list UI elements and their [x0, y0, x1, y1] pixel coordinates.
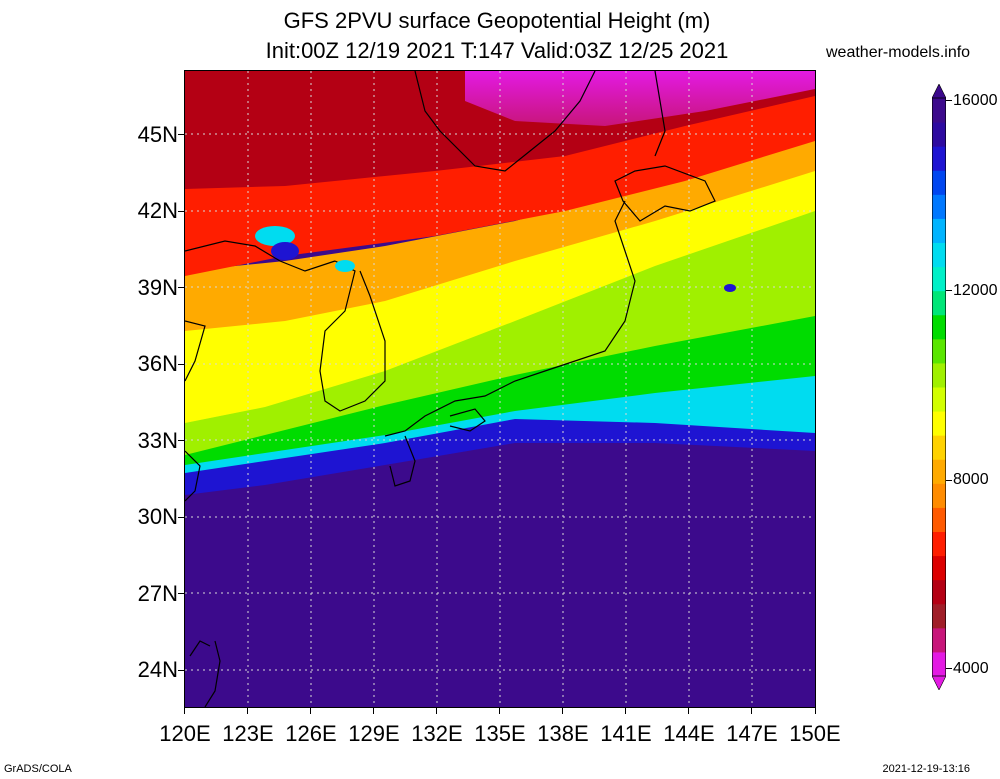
lon-tick	[436, 708, 437, 714]
colorbar-segment	[932, 194, 946, 219]
colorbar-tick	[946, 100, 952, 101]
chart-subtitle: Init:00Z 12/19 2021 T:147 Valid:03Z 12/2…	[265, 38, 729, 63]
lon-label: 120E	[159, 721, 211, 746]
colorbar-segment	[932, 603, 946, 629]
footer-timestamp: 2021-12-19-13:16	[882, 763, 970, 775]
colorbar-segment	[932, 555, 946, 581]
field-cyan	[185, 371, 815, 473]
colorbar-segment	[932, 387, 946, 412]
lat-tick	[178, 593, 184, 594]
colorbar-label: 8000	[953, 471, 989, 488]
colorbar-segment	[932, 314, 946, 340]
lat-label: 33N	[137, 428, 178, 453]
lat-label: 45N	[137, 122, 178, 147]
lon-label: 147E	[726, 721, 778, 746]
lon-tick	[688, 708, 689, 714]
lat-tick	[178, 211, 184, 212]
lat-label: 42N	[137, 198, 178, 223]
colorbar-segment	[932, 483, 946, 508]
colorbar-segment	[932, 242, 946, 268]
colorbar	[932, 84, 946, 690]
colorbar-segment	[932, 411, 946, 436]
colorbar-segment	[932, 507, 946, 532]
colorbar-segment	[932, 266, 946, 292]
lat-label: 30N	[137, 504, 178, 529]
lat-tick	[178, 134, 184, 135]
colorbar-frame	[932, 97, 946, 677]
colorbar-segment	[932, 338, 946, 364]
colorbar-segment	[932, 362, 946, 388]
colorbar-segment	[932, 218, 946, 243]
colorbar-label: 4000	[953, 660, 989, 677]
lat-label: 27N	[137, 581, 178, 606]
lat-tick	[178, 440, 184, 441]
colorbar-max-arrow	[932, 84, 946, 99]
lon-label: 138E	[537, 721, 589, 746]
chart-title: GFS 2PVU surface Geopotential Height (m)	[283, 8, 711, 33]
lon-label: 141E	[600, 721, 652, 746]
colorbar-tick	[946, 290, 952, 291]
lon-tick	[625, 708, 626, 714]
lat-tick	[178, 670, 184, 671]
lon-tick	[184, 708, 185, 714]
lon-label: 150E	[789, 721, 841, 746]
colorbar-segment	[932, 579, 946, 605]
field-magenta	[465, 71, 815, 126]
lat-label: 24N	[137, 657, 178, 682]
colorbar-segment	[932, 170, 946, 195]
colorbar-segment	[932, 531, 946, 557]
colorbar-segment	[932, 459, 946, 484]
lat-label: 39N	[137, 275, 178, 300]
colorbar-min-arrow	[932, 675, 946, 690]
lon-tick	[310, 708, 311, 714]
lat-label: 36N	[137, 351, 178, 376]
colorbar-segment	[932, 435, 946, 460]
lon-tick	[247, 708, 248, 714]
colorbar-segment	[932, 146, 946, 171]
colorbar-tick	[946, 480, 952, 481]
lon-tick	[562, 708, 563, 714]
lon-label: 123E	[222, 721, 274, 746]
lon-tick	[751, 708, 752, 714]
coastlines	[185, 71, 716, 707]
lat-tick	[178, 517, 184, 518]
geopotential-map	[185, 71, 815, 707]
colorbar-label: 12000	[953, 282, 998, 299]
lon-tick	[815, 708, 816, 714]
lon-label: 132E	[411, 721, 463, 746]
colorbar-segment	[932, 627, 946, 653]
lon-label: 126E	[285, 721, 337, 746]
colorbar-segment	[932, 651, 946, 677]
field-blue	[185, 416, 815, 495]
colorbar-segment	[932, 98, 946, 123]
lon-label: 129E	[348, 721, 400, 746]
lat-tick	[178, 364, 184, 365]
lon-tick	[373, 708, 374, 714]
anomaly-patch	[255, 226, 736, 292]
lat-tick	[178, 287, 184, 288]
map-panel	[184, 70, 816, 708]
lon-label: 135E	[474, 721, 526, 746]
colorbar-segment	[932, 122, 946, 147]
colorbar-label: 16000	[953, 92, 998, 109]
footer-software: GrADS/COLA	[4, 763, 72, 775]
colorbar-segment	[932, 290, 946, 316]
colorbar-tick	[946, 668, 952, 669]
lon-label: 144E	[663, 721, 715, 746]
lon-tick	[499, 708, 500, 714]
source-label: weather-models.info	[826, 44, 971, 61]
